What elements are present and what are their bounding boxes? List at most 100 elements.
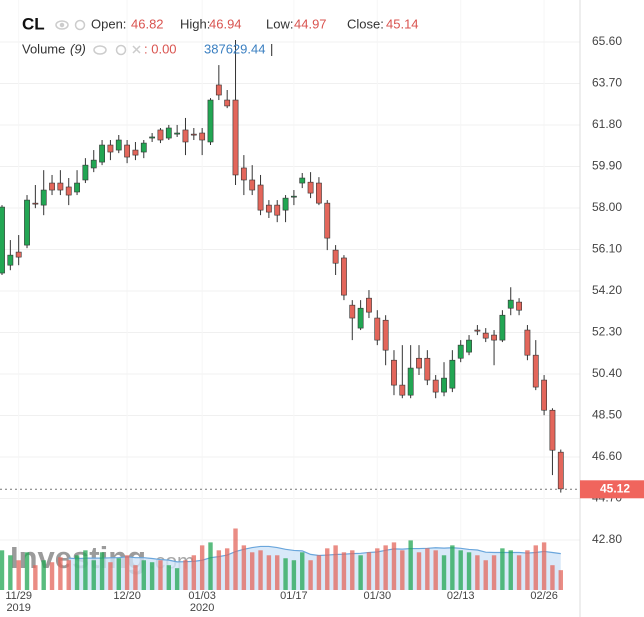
candle-body <box>491 334 497 341</box>
volume-bar <box>466 552 472 590</box>
volume-bar <box>233 528 238 590</box>
volume-bar <box>391 542 397 590</box>
candle-body <box>124 144 130 158</box>
volume-bar <box>133 565 138 590</box>
candle-body <box>516 301 522 311</box>
candle-body <box>115 139 122 151</box>
candle-body <box>332 249 339 264</box>
volume-bar <box>24 552 30 590</box>
candle-body <box>265 204 272 213</box>
candle-body <box>215 84 222 96</box>
candle-body <box>541 379 547 411</box>
candle-body <box>299 177 306 184</box>
volume-bar <box>316 555 322 590</box>
volume-bar <box>224 548 230 590</box>
candle-body <box>90 159 97 169</box>
volume-ma-value: 387629.44 <box>204 41 265 56</box>
candle-body <box>24 199 30 246</box>
volume-bar <box>383 545 388 590</box>
y-tick-label: 63.70 <box>592 76 622 90</box>
volume-bar <box>483 560 488 590</box>
volume-bar <box>308 560 313 590</box>
candle-body <box>557 451 564 490</box>
y-tick-label: 58.00 <box>592 200 622 214</box>
candle-body <box>140 142 147 153</box>
volume-label: Volume <box>22 41 65 56</box>
candle-body <box>190 133 197 136</box>
candle-body <box>249 179 256 191</box>
candle-body <box>82 164 89 181</box>
candle-body <box>532 354 539 388</box>
grid <box>0 41 580 541</box>
volume-bar <box>258 550 263 590</box>
candle-body <box>416 357 422 369</box>
volume-bar <box>108 562 113 590</box>
candle-body <box>99 144 105 163</box>
candle-body <box>74 182 80 193</box>
candle-body <box>199 132 206 141</box>
volume-bar <box>49 562 55 590</box>
candle-body <box>132 149 139 156</box>
volume-bar <box>325 548 330 590</box>
volume-bar <box>366 552 372 590</box>
volume-bar <box>275 555 280 590</box>
candle-body <box>149 136 156 139</box>
volume-period: (9) <box>70 41 86 56</box>
volume-bar <box>525 550 530 590</box>
volume-bar <box>441 555 447 590</box>
volume-bar <box>124 555 130 590</box>
candle-body <box>449 359 456 389</box>
symbol: CL <box>22 14 45 33</box>
open-value: 46.82 <box>131 16 164 31</box>
volume-bar <box>516 555 522 590</box>
candle-body <box>182 129 189 143</box>
volume-bar <box>341 552 347 590</box>
y-tick-label: 61.80 <box>592 117 622 131</box>
volume-bar <box>558 570 563 590</box>
y-tick-label: 54.20 <box>592 283 622 297</box>
x-year-label: 2019 <box>6 602 30 614</box>
candle-body <box>499 314 506 341</box>
candle-body <box>357 307 364 329</box>
candle-body <box>457 344 464 359</box>
candle-body <box>307 181 314 194</box>
x-tick-label: 02/26 <box>530 590 558 602</box>
candle-body <box>349 304 356 319</box>
volume-bar <box>416 552 422 590</box>
volume-bar <box>375 548 380 590</box>
y-tick-label: 42.80 <box>592 532 622 546</box>
low-value: 44.97 <box>294 16 327 31</box>
volume-bar <box>158 560 163 590</box>
volume-bar <box>291 560 297 590</box>
candle-body <box>165 127 172 139</box>
volume-bar <box>83 550 88 590</box>
volume-bar <box>66 560 71 590</box>
candle-body <box>482 332 489 339</box>
y-tick-label: 50.40 <box>592 366 622 380</box>
candle-body <box>274 204 281 216</box>
volume-bar <box>241 545 247 590</box>
volume-bar <box>433 550 438 590</box>
volume-bar <box>33 565 38 590</box>
candle-body <box>374 317 381 341</box>
volume-bar <box>216 550 222 590</box>
last-price-label: 45.12 <box>600 481 630 495</box>
candle-body <box>207 99 214 143</box>
high-label: High: <box>180 16 210 31</box>
candle-body <box>40 189 47 206</box>
candle-body <box>341 257 347 296</box>
header: CL Open: 46.82 High: 46.94 Low: 44.97 Cl… <box>22 14 419 56</box>
y-tick-label: 56.10 <box>592 242 622 256</box>
candle-body <box>232 99 239 176</box>
y-tick-label: 46.60 <box>592 449 622 463</box>
candle-body <box>507 299 514 309</box>
x-tick-label: 01/03 <box>188 590 216 602</box>
x-tick-label: 11/29 <box>5 590 32 602</box>
volume-bar <box>400 550 405 590</box>
volume-bar <box>508 550 513 590</box>
volume-bar <box>8 555 13 590</box>
volume-ma-line <box>68 545 561 563</box>
volume-bar <box>408 540 413 590</box>
y-tick-label: 59.90 <box>592 159 622 173</box>
